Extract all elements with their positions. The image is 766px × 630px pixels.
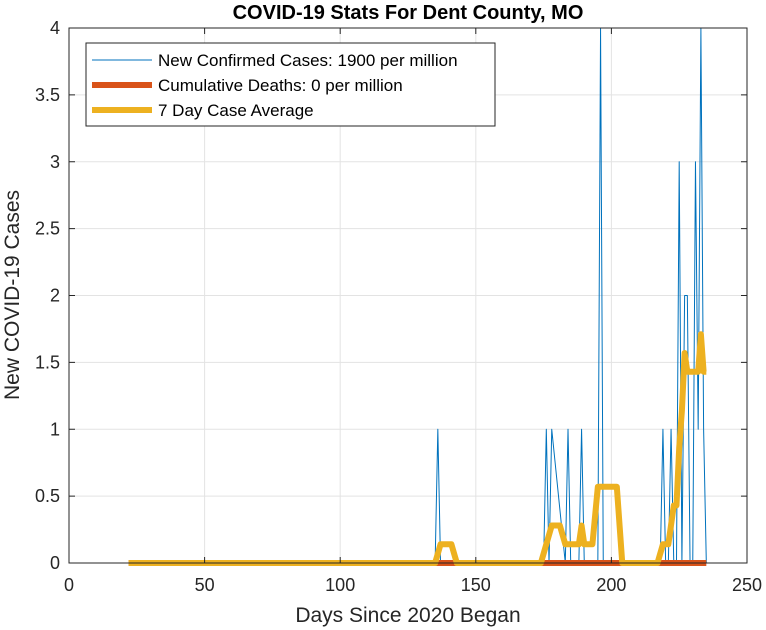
- x-axis-label: Days Since 2020 Began: [295, 604, 520, 627]
- x-tick-label: 100: [325, 575, 355, 595]
- y-tick-label: 0.5: [35, 486, 60, 506]
- x-tick-label: 150: [461, 575, 491, 595]
- x-tick-label: 250: [732, 575, 762, 595]
- legend-label-1: New Confirmed Cases: 1900 per million: [158, 51, 458, 70]
- y-tick-label: 1.5: [35, 352, 60, 372]
- legend: New Confirmed Cases: 1900 per million Cum…: [85, 42, 496, 127]
- series-line-3: [128, 331, 707, 566]
- x-tick-labels: 0 50 100 150 200 250: [64, 575, 762, 595]
- x-tick-label: 50: [195, 575, 215, 595]
- y-tick-label: 1: [50, 419, 60, 439]
- legend-label-2: Cumulative Deaths: 0 per million: [158, 76, 403, 95]
- y-tick-label: 2: [50, 286, 60, 306]
- y-axis-label: New COVID-19 Cases: [1, 190, 24, 400]
- x-tick-label: 200: [596, 575, 626, 595]
- legend-label-3: 7 Day Case Average: [158, 101, 314, 120]
- y-tick-label: 0: [50, 553, 60, 573]
- y-tick-label: 2.5: [35, 219, 60, 239]
- y-tick-label: 4: [50, 18, 60, 38]
- y-tick-label: 3: [50, 152, 60, 172]
- y-tick-labels: 0 0.5 1 1.5 2 2.5 3 3.5 4: [35, 18, 60, 573]
- legend-box: [85, 42, 496, 127]
- y-tick-label: 3.5: [35, 85, 60, 105]
- chart-title: COVID-19 Stats For Dent County, MO: [233, 2, 584, 24]
- axes-frame: [68, 27, 748, 564]
- x-tick-label: 0: [64, 575, 74, 595]
